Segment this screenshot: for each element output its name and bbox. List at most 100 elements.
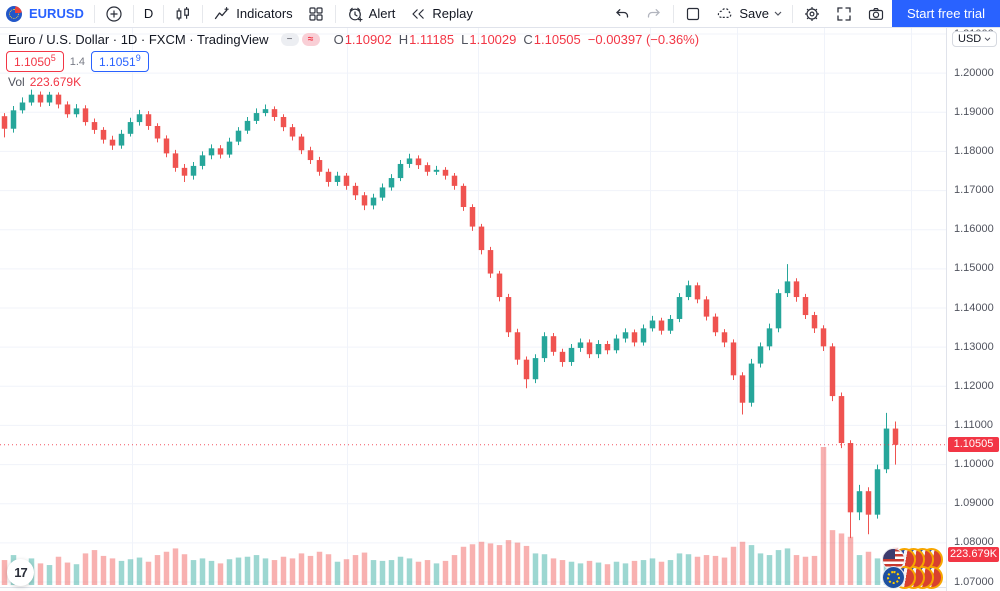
volume-bar xyxy=(712,555,719,585)
candle xyxy=(541,332,548,363)
start-free-trial-label: Start free trial xyxy=(906,6,985,21)
volume-bar xyxy=(739,541,746,585)
volume-bar xyxy=(415,561,422,585)
candle xyxy=(10,106,17,133)
timeframe-button[interactable]: D xyxy=(137,0,160,27)
last-price-badge: 1.10505 xyxy=(948,437,999,453)
tradingview-watermark-logo[interactable]: 17 xyxy=(7,559,34,586)
axis-currency-label: USD xyxy=(958,33,982,45)
candle xyxy=(262,104,269,117)
candle xyxy=(64,101,71,118)
candle xyxy=(163,135,170,158)
candle xyxy=(658,317,665,335)
save-button[interactable]: Save xyxy=(709,0,789,27)
volume-bar xyxy=(289,558,296,585)
candle xyxy=(100,127,107,144)
price-axis-label: 1.18000 xyxy=(954,144,994,157)
candle xyxy=(397,160,404,182)
symbol-search-button[interactable]: EURUSD xyxy=(22,0,91,27)
volume-bar xyxy=(784,548,791,585)
candle xyxy=(442,167,449,180)
volume-bar xyxy=(46,565,53,585)
low-label: L xyxy=(461,32,469,47)
candle xyxy=(604,340,611,355)
chart-pane[interactable]: Euro / U.S. Dollar · 1D · FXCM · Trading… xyxy=(0,28,1000,591)
volume-bar xyxy=(1,560,8,585)
candle xyxy=(550,333,557,356)
volume-bar xyxy=(406,558,413,585)
candle xyxy=(487,246,494,278)
volume-bar xyxy=(433,563,440,585)
candle xyxy=(694,282,701,304)
toolbar-right: Save Start free trial xyxy=(606,0,1000,27)
price-axis-label: 1.16000 xyxy=(954,223,994,236)
price-axis-label: 1.15000 xyxy=(954,262,994,275)
candlestick-chart xyxy=(0,28,946,585)
alert-button[interactable]: Alert xyxy=(339,0,403,27)
candle xyxy=(631,329,638,347)
volume-bar xyxy=(451,555,458,585)
source-wave-button[interactable]: ≈ xyxy=(301,33,320,46)
screenshot-button[interactable] xyxy=(860,0,892,27)
candle xyxy=(838,392,845,449)
volume-bar xyxy=(568,561,575,585)
sell-price-button[interactable]: 1.10505 xyxy=(6,51,64,72)
candle xyxy=(37,91,44,107)
volume-bar xyxy=(577,563,584,585)
candle xyxy=(361,192,368,211)
redo-button[interactable] xyxy=(638,0,670,27)
candle xyxy=(622,328,629,343)
time-axis-edge[interactable] xyxy=(0,587,1000,591)
toolbar-separator xyxy=(202,4,204,23)
start-free-trial-button[interactable]: Start free trial xyxy=(891,0,1000,27)
replay-button[interactable]: Replay xyxy=(402,0,479,27)
undo-button[interactable] xyxy=(606,0,638,27)
volume-value: 223.679K xyxy=(29,75,82,89)
compare-button[interactable] xyxy=(98,0,130,27)
replay-icon xyxy=(412,8,425,19)
layout-button[interactable] xyxy=(677,0,709,27)
fullscreen-button[interactable] xyxy=(828,0,860,27)
candle xyxy=(460,183,467,211)
chart-title[interactable]: Euro / U.S. Dollar · 1D · FXCM · Trading… xyxy=(8,32,269,47)
candle xyxy=(721,329,728,348)
price-axis[interactable]: 1.210001.200001.190001.180001.170001.160… xyxy=(946,28,1000,591)
ohlc-readout: O 1.10902 H 1.11185 L 1.10029 C 1.10505 −0.0… xyxy=(334,32,700,47)
candle xyxy=(118,129,125,149)
chart-style-button[interactable] xyxy=(167,0,199,27)
axis-currency-button[interactable]: USD xyxy=(952,31,998,47)
toolbar-separator xyxy=(163,4,165,23)
toolbar-separator xyxy=(673,4,675,23)
volume-bar xyxy=(559,560,566,585)
volume-bar xyxy=(856,555,863,585)
volume-bar xyxy=(874,558,881,585)
volume-bar xyxy=(775,550,782,585)
candle xyxy=(154,123,161,143)
volume-bar xyxy=(235,557,242,585)
candle xyxy=(136,109,143,126)
buy-price-sup: 9 xyxy=(135,53,141,63)
settings-button[interactable] xyxy=(796,0,828,27)
low-value: 1.10029 xyxy=(469,32,517,47)
spread-value: 1.4 xyxy=(69,55,86,68)
candle xyxy=(289,124,296,141)
gear-icon xyxy=(804,6,819,21)
volume-bar xyxy=(136,557,143,585)
candle xyxy=(469,204,476,231)
volume-bar xyxy=(460,546,467,585)
volume-bar xyxy=(640,560,647,585)
redo-icon xyxy=(648,8,661,18)
candle xyxy=(145,111,152,130)
alert-label: Alert xyxy=(368,6,396,21)
volume-bar xyxy=(820,447,827,585)
price-axis-label: 1.07000 xyxy=(954,575,994,588)
compare-plus-icon xyxy=(106,5,122,22)
indicators-button[interactable]: Indicators xyxy=(206,0,299,27)
volume-bar xyxy=(631,560,638,585)
hide-source-button[interactable]: − xyxy=(280,33,299,46)
buy-price-button[interactable]: 1.10519 xyxy=(91,51,149,72)
timeframe-label: D xyxy=(143,6,154,21)
volume-bar xyxy=(55,556,62,585)
indicator-templates-button[interactable] xyxy=(300,0,332,27)
candle xyxy=(856,484,863,521)
